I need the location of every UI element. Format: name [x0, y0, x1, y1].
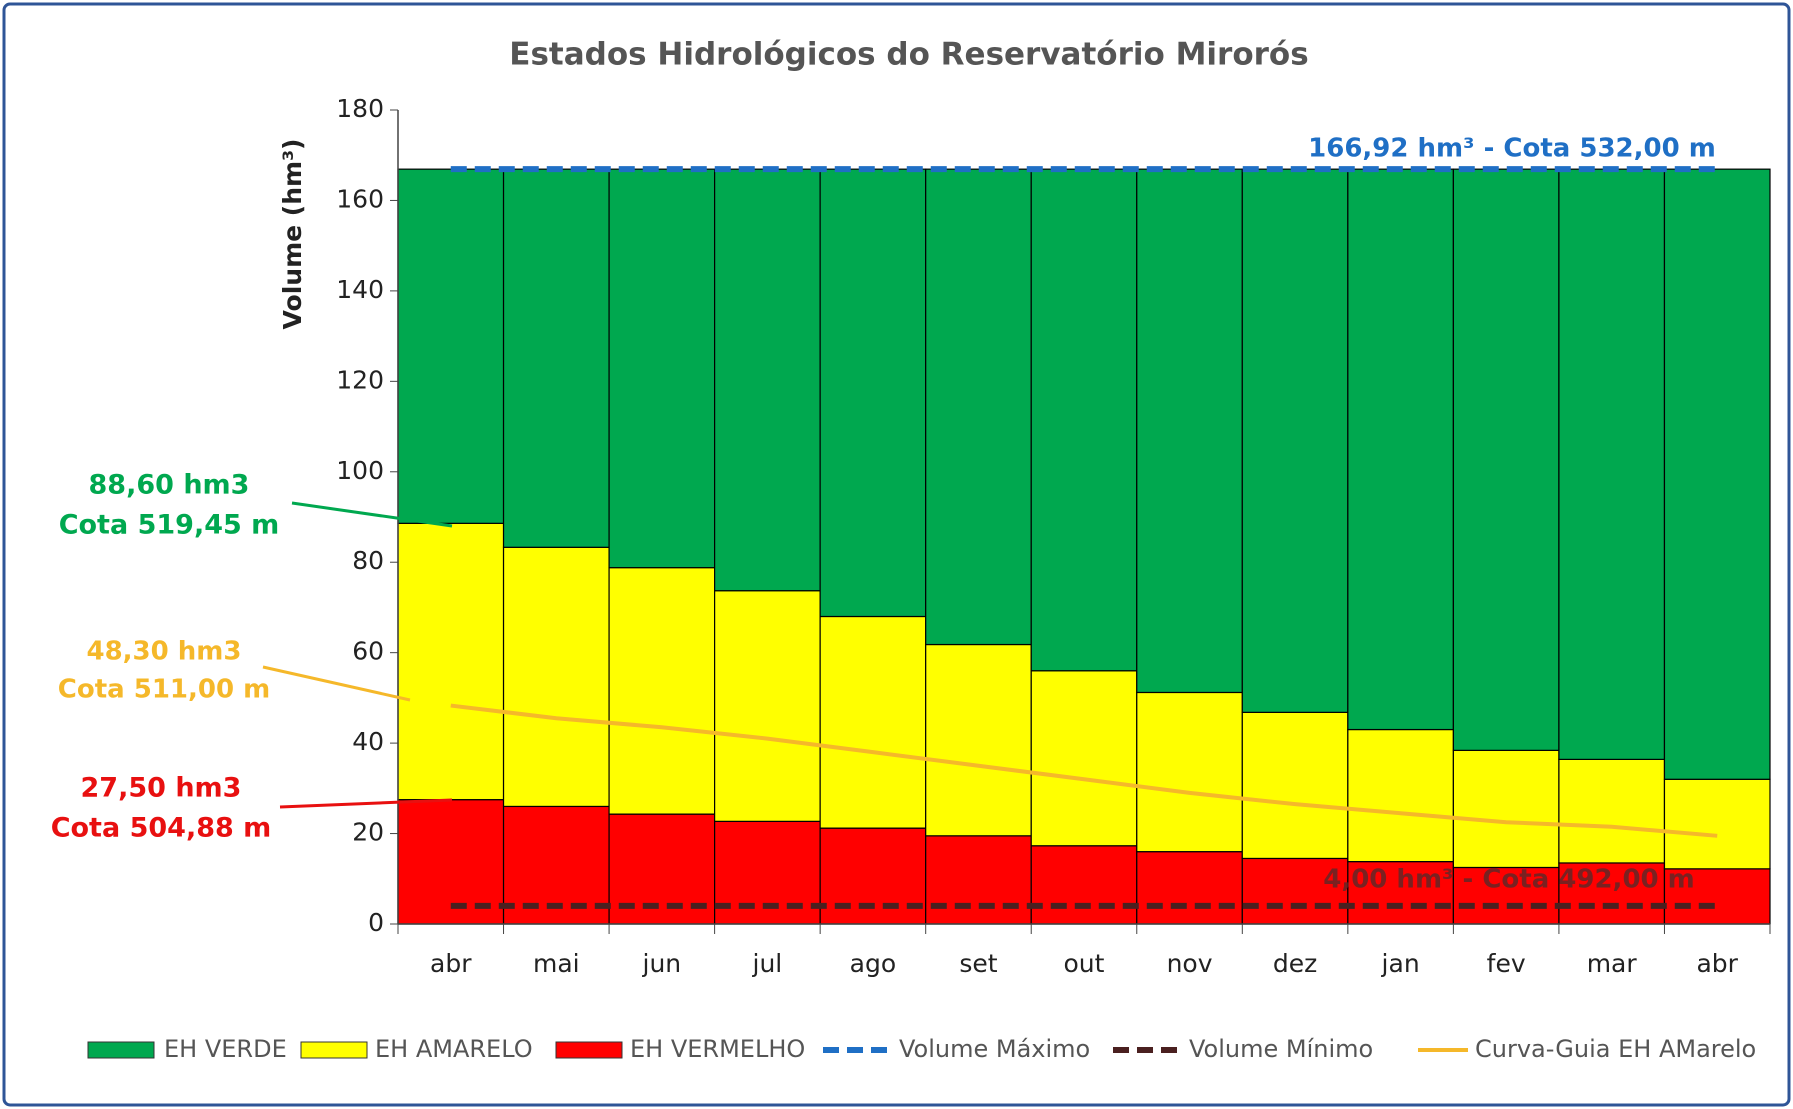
x-tick-label: nov [1167, 949, 1213, 978]
y-tick-label: 60 [352, 637, 384, 666]
annotation: Cota 511,00 m [58, 675, 270, 705]
y-tick-label: 80 [352, 546, 384, 575]
annotation: 4,00 hm³ - Cota 492,00 m [1323, 865, 1695, 895]
legend-swatch [300, 1041, 368, 1059]
bar-segment [608, 567, 716, 815]
leader-line [262, 665, 411, 702]
bar-segment [1558, 862, 1666, 925]
bar-segment [819, 168, 927, 618]
bar-segment [1663, 778, 1771, 870]
annotation: Cota 519,45 m [59, 510, 280, 541]
bar-segment [397, 522, 505, 801]
x-tick-label: abr [1696, 949, 1738, 978]
legend-label: EH VERDE [164, 1035, 287, 1063]
x-tick-label: set [959, 949, 997, 978]
legend-swatch [555, 1041, 623, 1059]
y-tick-label: 160 [336, 184, 384, 213]
y-tick-label: 180 [336, 94, 384, 123]
annotation: 166,92 hm³ - Cota 532,00 m [1308, 134, 1716, 164]
bar-segment [1347, 168, 1454, 731]
bar-segment [502, 168, 610, 548]
annotation: 88,60 hm3 [89, 470, 250, 501]
x-tick-label: out [1064, 949, 1105, 978]
bar-segment [1558, 758, 1666, 864]
y-tick-label: 120 [336, 365, 384, 394]
y-tick-label: 20 [352, 818, 384, 847]
bar-segment [1663, 168, 1771, 780]
bar-segment [1030, 845, 1138, 925]
annotation: 48,30 hm3 [87, 637, 242, 667]
bar-segment [1136, 851, 1243, 925]
y-tick-label: 100 [336, 456, 384, 485]
bar-segment [714, 590, 821, 822]
bar-segment [1136, 168, 1243, 694]
x-tick-label: dez [1273, 949, 1317, 978]
x-tick-label: jun [642, 949, 682, 978]
legend-label: Volume Mínimo [1189, 1035, 1373, 1063]
x-tick-label: mai [533, 949, 580, 978]
bar-segment [1241, 711, 1349, 860]
bar-segment [1452, 749, 1560, 869]
bar-segment [819, 615, 927, 829]
annotation: 27,50 hm3 [81, 773, 242, 804]
x-tick-label: mar [1587, 949, 1638, 978]
bar-segment [1558, 168, 1666, 760]
bar-segment [714, 168, 821, 592]
bar-segment [925, 643, 1032, 837]
bar-segment [1136, 691, 1243, 853]
bar-segment [608, 168, 716, 569]
x-tick-label: jan [1381, 949, 1420, 978]
bar-segment [1030, 168, 1138, 672]
bar-segment [1663, 868, 1771, 925]
bar-segment [925, 835, 1032, 925]
x-tick-label: ago [850, 949, 896, 978]
guide-curve [450, 703, 1718, 838]
chart-title: Estados Hidrológicos do Reservatório Mir… [509, 37, 1308, 73]
bar-segment [1030, 670, 1138, 847]
legend-label: EH AMARELO [375, 1035, 533, 1063]
leader-line [279, 798, 453, 809]
leader-line [291, 501, 453, 528]
x-tick-label: jul [752, 949, 783, 978]
bar-segment [925, 168, 1032, 646]
bar-segment [502, 546, 610, 808]
annotation: Cota 504,88 m [51, 813, 272, 844]
x-tick-label: fev [1487, 949, 1526, 978]
y-tick-label: 0 [368, 908, 384, 937]
bar-segment [1241, 168, 1349, 713]
bar-segment [1347, 728, 1454, 863]
bar-segment [397, 168, 505, 524]
y-axis-title: Volume (hm³) [278, 139, 307, 330]
legend-swatch [87, 1041, 155, 1059]
legend-label: Curva-Guia EH AMarelo [1475, 1035, 1756, 1063]
y-tick-label: 140 [336, 275, 384, 304]
legend-label: Volume Máximo [899, 1035, 1090, 1063]
bar-segment [819, 827, 927, 925]
bar-segment [1452, 168, 1560, 751]
legend-label: EH VERMELHO [630, 1035, 805, 1063]
bar-segment [1452, 866, 1560, 925]
y-tick-label: 40 [352, 727, 384, 756]
x-tick-label: abr [430, 949, 472, 978]
